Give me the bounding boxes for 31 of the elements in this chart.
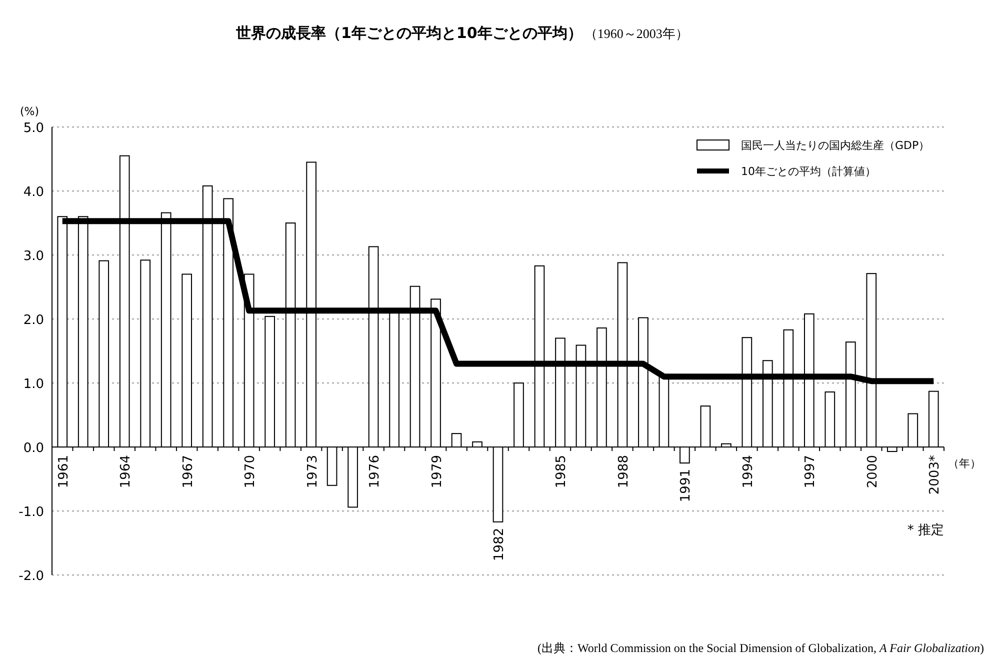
y-tick-label: 5.0: [23, 121, 44, 136]
x-tick-label: 1997: [803, 455, 818, 488]
x-tick-label: 1985: [554, 455, 570, 488]
y-tick-label: 2.0: [23, 313, 44, 328]
annotation: * 推定: [907, 523, 944, 538]
x-tick-label: 1991: [678, 469, 694, 502]
legend-label: 10年ごとの平均（計算値）: [741, 165, 876, 178]
x-tick-label: 1970: [243, 455, 258, 488]
x-tick-label: 2000: [865, 455, 880, 488]
chart-subtitle: （1960～2003年）: [584, 26, 688, 41]
y-tick-label: 1.0: [23, 377, 44, 392]
x-tick-label: 1967: [180, 455, 196, 488]
x-tick-label: 1961: [56, 455, 72, 488]
x-tick-label: 1982: [492, 528, 507, 561]
x-tick-label: 1973: [305, 455, 320, 488]
x-tick-label: 1994: [740, 455, 756, 488]
text: (出典：World Commission on the Social Dimension of Globalization, A Fair Globalization): [538, 641, 984, 655]
x-tick-label: 1964: [118, 455, 134, 488]
y-tick-label: 3.0: [23, 249, 44, 264]
y-tick-label: 4.0: [23, 185, 44, 200]
y-tick-label: -2.0: [18, 569, 44, 584]
y-axis-title: (%): [20, 105, 40, 118]
x-tick-label: 2003*: [928, 454, 943, 495]
x-tick-label: 1988: [616, 455, 632, 488]
x-tick-label: 1976: [368, 455, 383, 488]
y-tick-label: -1.0: [18, 505, 44, 520]
legend-label: 国民一人当たりの国内総生産（GDP）: [741, 139, 930, 152]
y-tick-label: 0.0: [23, 441, 44, 456]
x-tick-label: 1979: [430, 455, 445, 488]
x-axis-title: （年）: [948, 457, 981, 470]
chart-title: 世界の成長率（1年ごとの平均と10年ごとの平均）: [235, 24, 582, 42]
